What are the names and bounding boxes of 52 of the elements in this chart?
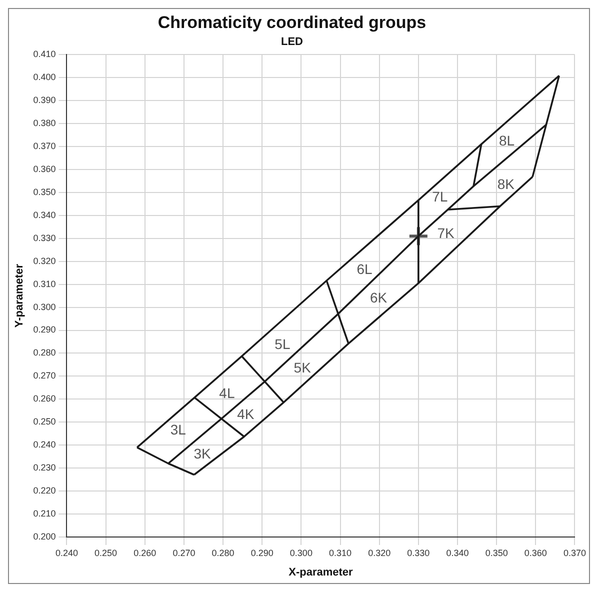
y-tick-label: 0.290: [33, 324, 56, 335]
annotation: 4K: [237, 406, 255, 422]
annotation: 6K: [370, 289, 388, 306]
annotation: 7K: [437, 225, 456, 242]
x-tick-label: 0.340: [446, 548, 469, 558]
annotation: 8L: [498, 132, 515, 149]
annotation: 5K: [294, 359, 312, 376]
annotation: 3K: [194, 446, 212, 462]
y-tick-label: 0.320: [33, 256, 56, 266]
x-tick-label: 0.240: [55, 548, 78, 558]
annotation: 4L: [219, 384, 235, 401]
y-tick-label: 0.380: [33, 118, 56, 128]
y-tick-label: 0.410: [33, 49, 56, 60]
annotation: 6L: [356, 261, 372, 278]
y-tick-label: 0.230: [33, 462, 56, 473]
y-tick-label: 0.300: [33, 302, 56, 312]
y-tick-label: 0.330: [33, 232, 56, 243]
y-tick-label: 0.310: [33, 278, 56, 289]
y-tick-label: 0.270: [33, 370, 56, 381]
x-tick-label: 0.280: [212, 548, 234, 558]
x-tick-label: 0.270: [172, 548, 196, 558]
x-tick-label: 0.350: [485, 548, 508, 558]
y-tick-label: 0.250: [33, 416, 56, 427]
x-tick-label: 0.360: [524, 548, 547, 558]
annotation: 7L: [432, 188, 448, 204]
x-tick-label: 0.310: [329, 548, 352, 558]
x-tick-label: 0.330: [407, 548, 430, 558]
y-tick-label: 0.390: [33, 95, 56, 106]
x-axis-title: X-parameter: [288, 566, 354, 578]
y-tick-label: 0.400: [33, 72, 56, 82]
y-tick-label: 0.360: [33, 164, 56, 174]
chart-title: Chromaticity coordinated groups: [158, 12, 426, 32]
y-tick-label: 0.350: [33, 186, 56, 197]
y-tick-label: 0.240: [33, 440, 56, 450]
annotation: 8K: [497, 176, 516, 192]
y-tick-label: 0.370: [33, 140, 56, 151]
x-tick-label: 0.320: [368, 548, 391, 558]
chart-subtitle: LED: [281, 36, 304, 48]
y-tick-label: 0.210: [33, 508, 56, 519]
x-tick-label: 0.250: [94, 548, 118, 558]
y-tick-label: 0.280: [33, 348, 56, 358]
y-tick-label: 0.200: [33, 531, 56, 542]
y-tick-label: 0.260: [33, 394, 56, 404]
y-axis-title: Y-parameter: [14, 263, 26, 328]
annotation: 5L: [274, 336, 290, 352]
y-tick-label: 0.220: [33, 486, 56, 496]
x-tick-label: 0.300: [290, 548, 312, 558]
y-tick-label: 0.340: [33, 210, 56, 220]
x-tick-label: 0.260: [134, 548, 156, 558]
annotation: 3L: [170, 422, 186, 438]
x-tick-label: 0.290: [250, 548, 274, 558]
x-tick-label: 0.370: [563, 548, 586, 558]
